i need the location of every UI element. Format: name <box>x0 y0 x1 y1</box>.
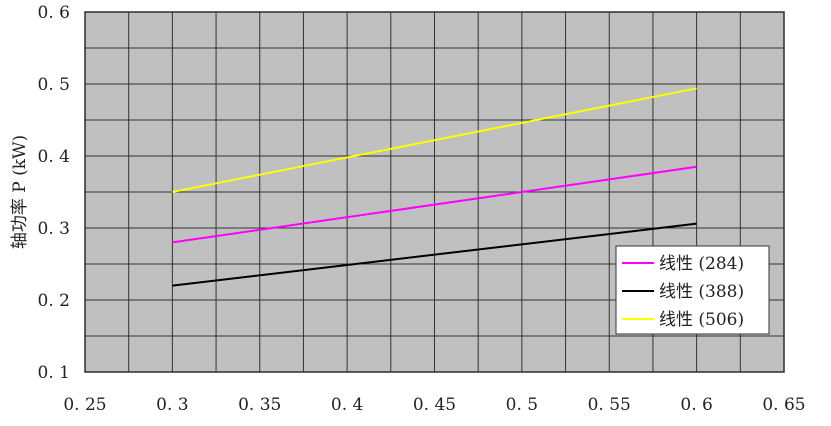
y-tick-label: 0. 2 <box>38 291 70 311</box>
grid <box>84 11 785 373</box>
y-tick-label: 0. 3 <box>38 219 70 239</box>
x-tick-label: 0. 25 <box>63 395 106 415</box>
legend-label: 线性 (506) <box>659 310 744 330</box>
x-axis-ticks: 0. 25 0. 3 0. 35 0. 4 0. 45 0. 5 0. 55 0. 6 0. 6… <box>63 395 805 415</box>
legend: 线性 (284) 线性 (388) 线性 (506) <box>615 245 770 335</box>
x-tick-label: 0. 65 <box>762 395 805 415</box>
x-tick-label: 0. 55 <box>588 395 631 415</box>
y-axis-ticks: 0. 1 0. 2 0. 3 0. 4 0. 5 0. 6 <box>38 3 70 383</box>
y-tick-label: 0. 4 <box>38 147 70 167</box>
x-tick-label: 0. 6 <box>680 395 712 415</box>
x-tick-label: 0. 3 <box>156 395 188 415</box>
series-group <box>172 87 697 287</box>
y-tick-label: 0. 6 <box>38 3 70 23</box>
legend-label: 线性 (388) <box>659 282 744 302</box>
x-tick-label: 0. 5 <box>506 395 538 415</box>
y-tick-label: 0. 1 <box>38 363 70 383</box>
series-line <box>172 165 697 244</box>
series-line <box>172 87 697 193</box>
series-line <box>172 222 697 287</box>
legend-label: 线性 (284) <box>659 254 744 274</box>
y-axis-label: 轴功率 P (kW) <box>10 135 30 249</box>
x-tick-label: 0. 35 <box>238 395 281 415</box>
y-tick-label: 0. 5 <box>38 75 70 95</box>
x-tick-label: 0. 4 <box>331 395 363 415</box>
x-tick-label: 0. 45 <box>413 395 456 415</box>
